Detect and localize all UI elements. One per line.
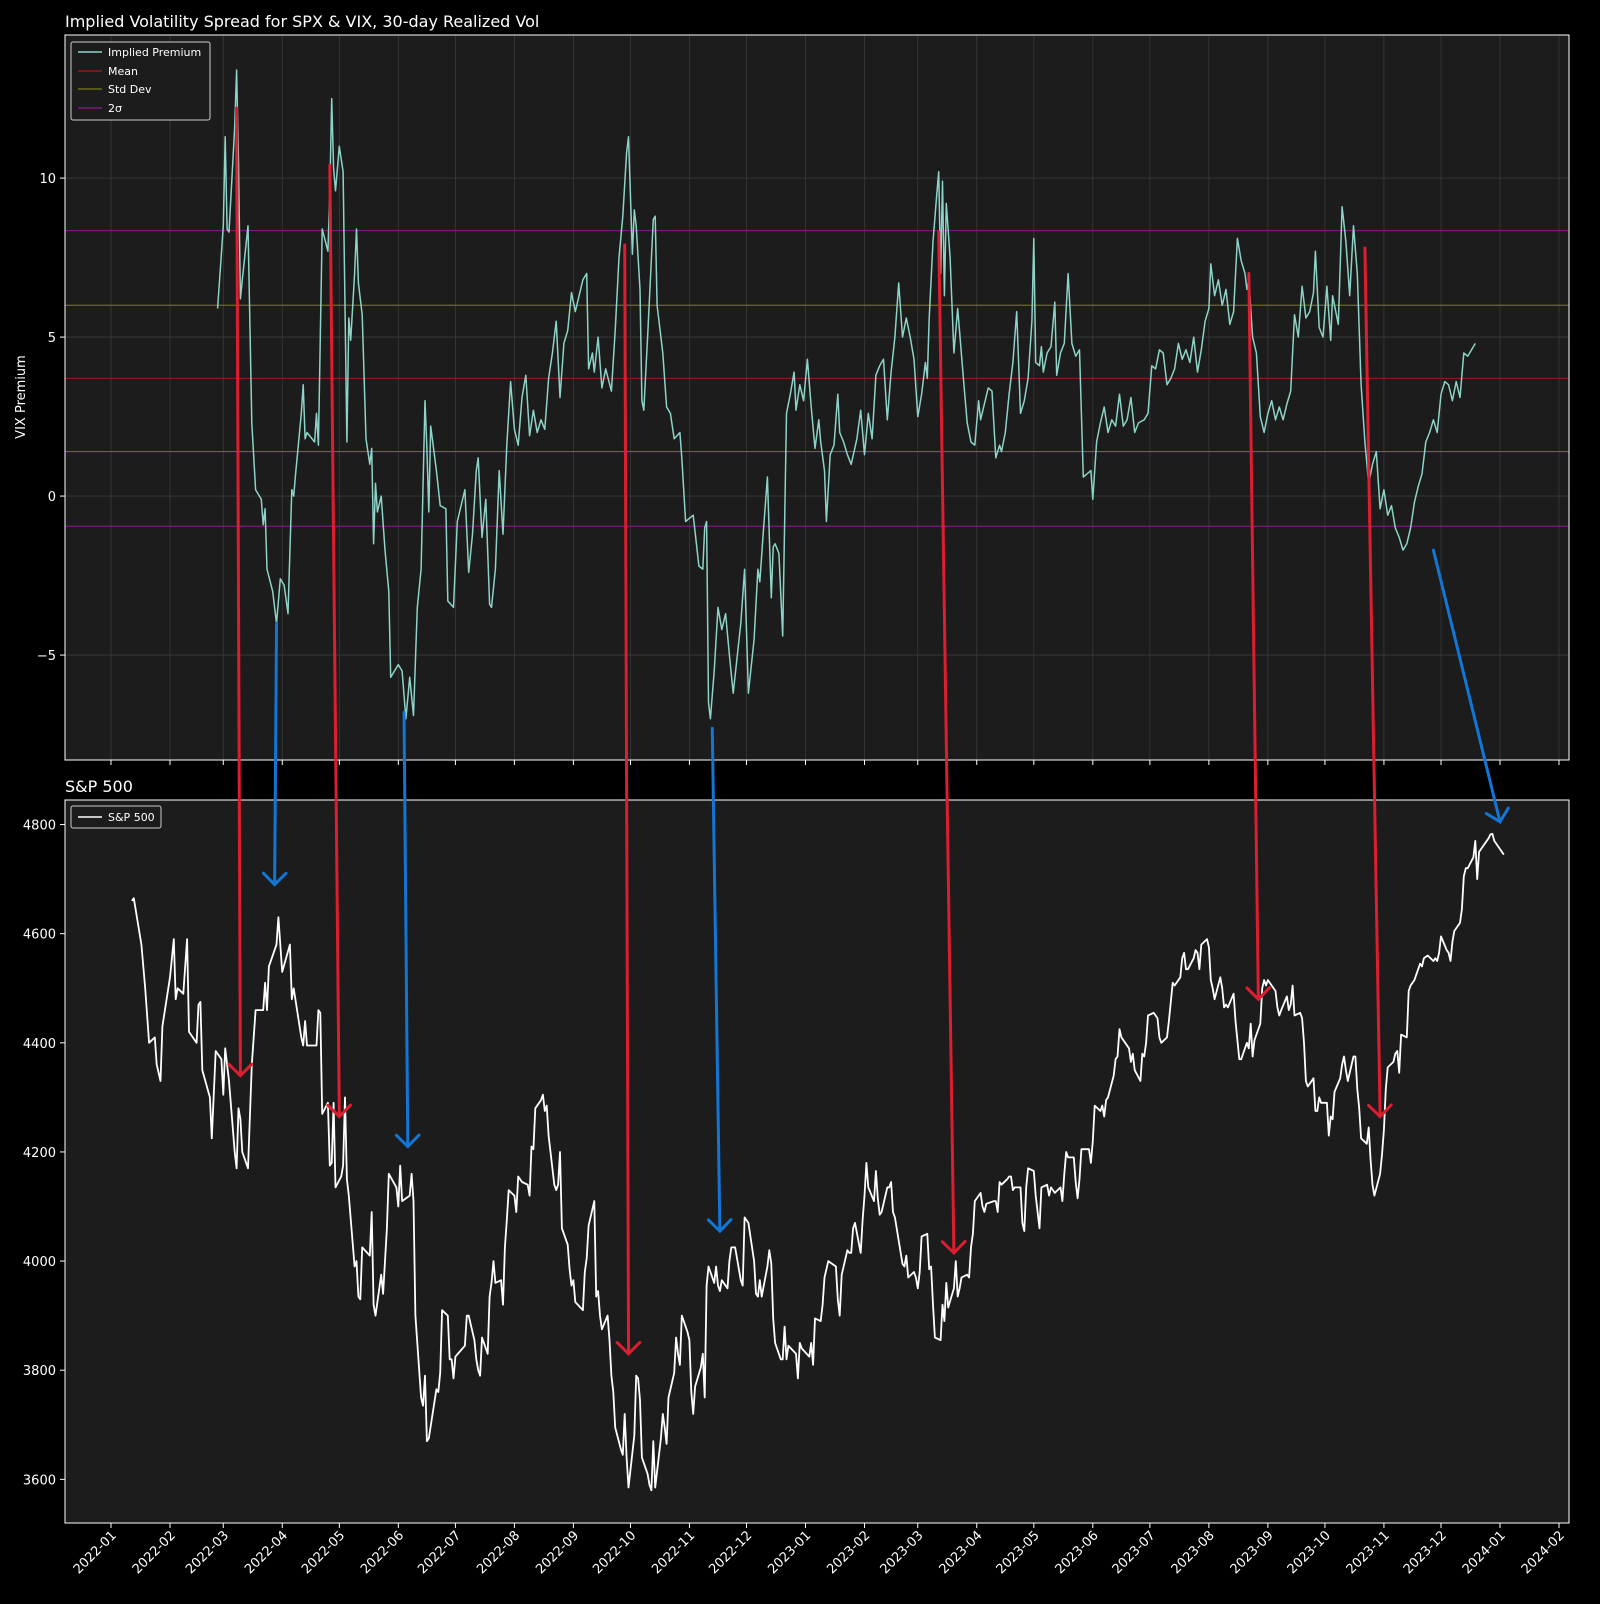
annotation-arrow-blue — [394, 710, 421, 1149]
legend-label-implied-premium: Implied Premium — [108, 46, 201, 59]
arrow-shaft — [937, 230, 956, 1255]
top-panel: −5 0 5 10 Implied Volatility Spread for SPX… — [14, 12, 1570, 765]
annotation-arrow-red — [1363, 246, 1393, 1119]
annotation-arrow-red — [227, 106, 254, 1078]
arrow-shaft — [1363, 246, 1382, 1118]
arrow-shaft — [1431, 548, 1502, 824]
top-y-ticks: −5 0 5 10 — [37, 172, 65, 664]
annotation-arrow-red — [615, 243, 642, 1356]
bottom-y-tick-label: 4400 — [23, 1037, 56, 1052]
bottom-y-tick-label: 3800 — [23, 1364, 56, 1379]
bottom-y-ticks: 3600 3800 4000 4200 4400 4600 4800 — [23, 819, 65, 1488]
top-y-tick-label: 0 — [48, 490, 56, 505]
arrow-shaft — [328, 163, 341, 1118]
legend-label-sp500: S&P 500 — [108, 811, 155, 824]
arrow-head — [1245, 986, 1271, 1002]
bottom-legend: S&P 500 — [70, 805, 162, 829]
top-legend-box — [70, 41, 211, 121]
annotation-arrow-blue — [261, 621, 288, 887]
arrow-shaft — [235, 106, 242, 1078]
arrow-shaft — [402, 710, 410, 1148]
bottom-y-tick-label: 4000 — [23, 1255, 56, 1270]
bottom-series — [131, 832, 1505, 1492]
top-axes-frame — [64, 34, 1570, 761]
arrow-head — [1484, 806, 1510, 824]
bottom-y-tick-label: 4600 — [23, 928, 56, 943]
arrow-head — [615, 1341, 642, 1356]
top-y-tick-label: 5 — [48, 331, 56, 346]
bottom-y-tick-label: 4200 — [23, 1146, 56, 1161]
legend-label-mean: Mean — [108, 65, 138, 78]
top-chart-title: Implied Volatility Spread for SPX & VIX,… — [65, 12, 539, 31]
series-line-sp500 — [131, 832, 1505, 1492]
annotation-arrow-blue — [706, 726, 733, 1234]
annotation-arrow-red — [326, 163, 352, 1119]
arrow-shaft — [623, 243, 631, 1356]
top-y-axis-label: VIX Premium — [14, 355, 29, 439]
legend-label-2sigma: 2σ — [108, 102, 122, 115]
top-x-ticks — [110, 760, 1560, 765]
legend-label-std-dev: Std Dev — [108, 83, 152, 96]
arrow-head — [326, 1103, 352, 1119]
arrow-shaft — [273, 621, 279, 887]
arrow-head — [940, 1239, 967, 1256]
top-legend: Implied Premium Mean Std Dev 2σ — [70, 41, 211, 121]
bottom-y-tick-label: 3600 — [23, 1473, 56, 1488]
annotation-arrow-blue — [1431, 548, 1510, 824]
bottom-y-tick-label: 4800 — [23, 819, 56, 834]
arrow-head — [1367, 1103, 1393, 1119]
annotation-arrow-red — [1245, 271, 1271, 1002]
annotation-arrows — [227, 106, 1510, 1356]
arrow-shaft — [710, 726, 722, 1233]
bottom-axes-frame — [64, 799, 1570, 1524]
arrow-head — [394, 1133, 421, 1149]
top-axes-background — [65, 35, 1569, 760]
arrow-head — [227, 1062, 254, 1078]
arrow-head — [706, 1218, 733, 1234]
top-y-tick-label: 10 — [39, 172, 56, 187]
arrow-shaft — [1247, 271, 1260, 1001]
bottom-chart-title: S&P 500 — [65, 777, 133, 796]
bottom-axes-background — [65, 800, 1569, 1523]
bottom-legend-box — [70, 805, 162, 829]
top-y-tick-label: −5 — [37, 649, 56, 664]
annotation-arrow-red — [937, 230, 967, 1256]
top-grid — [65, 35, 1569, 760]
arrow-head — [261, 871, 288, 887]
